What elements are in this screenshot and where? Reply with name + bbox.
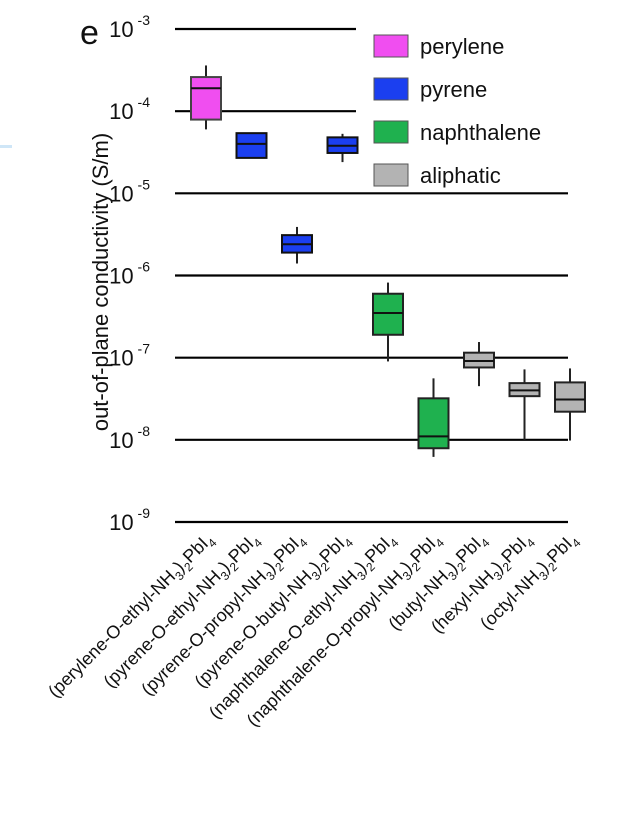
gridlines: [175, 27, 568, 524]
box-2: [235, 132, 268, 159]
legend: perylene pyrene naphthalene aliphatic: [373, 34, 541, 188]
x-tick-labels: (perylene-O-ethyl-NH3)2PbI4(pyrene-O-eth…: [44, 528, 584, 733]
y-axis-label: out-of-plane conductivity (S/m): [88, 133, 113, 431]
y-tick-label: 10 -8: [109, 423, 150, 453]
box-iqr: [417, 397, 450, 450]
box-9: [554, 368, 586, 441]
box-5: [372, 282, 404, 362]
y-tick-label: 10 -4: [109, 94, 150, 124]
boxes: [190, 65, 586, 457]
box-6: [417, 378, 450, 457]
box-iqr: [372, 292, 404, 336]
legend-item-perylene: perylene: [373, 34, 504, 59]
box-7: [463, 342, 495, 387]
box-3: [281, 226, 313, 264]
box-4: [326, 133, 359, 163]
left-edge-accent: [0, 145, 12, 148]
y-tick-label: 10 -6: [109, 259, 150, 289]
legend-swatch: [373, 34, 409, 58]
legend-label: aliphatic: [420, 163, 501, 188]
panel-label: e: [80, 14, 99, 52]
legend-item-aliphatic: aliphatic: [373, 163, 501, 188]
box-iqr: [554, 381, 586, 413]
legend-item-pyrene: pyrene: [373, 77, 487, 102]
legend-swatch: [373, 163, 409, 187]
y-tick-label: 10 -9: [109, 505, 150, 535]
x-tick-label: (naphthalene-O-propyl-NH3)2PbI4: [243, 528, 448, 733]
legend-label: pyrene: [420, 77, 487, 102]
y-tick-labels: 10 -9 10 -8 10 -7 10 -6 10 -5 10 -4 10 -3: [109, 12, 150, 535]
legend-swatch: [373, 120, 409, 144]
legend-label: naphthalene: [420, 120, 541, 145]
box-iqr: [190, 76, 222, 121]
legend-item-naphthalene: naphthalene: [373, 120, 541, 145]
box-8: [508, 369, 541, 440]
y-tick-label: 10 -5: [109, 176, 150, 206]
box-iqr: [235, 132, 268, 159]
y-tick-label: 10 -3: [109, 12, 150, 42]
box-1: [190, 65, 222, 130]
y-tick-label: 10 -7: [109, 341, 150, 371]
legend-label: perylene: [420, 34, 504, 59]
legend-swatch: [373, 77, 409, 101]
